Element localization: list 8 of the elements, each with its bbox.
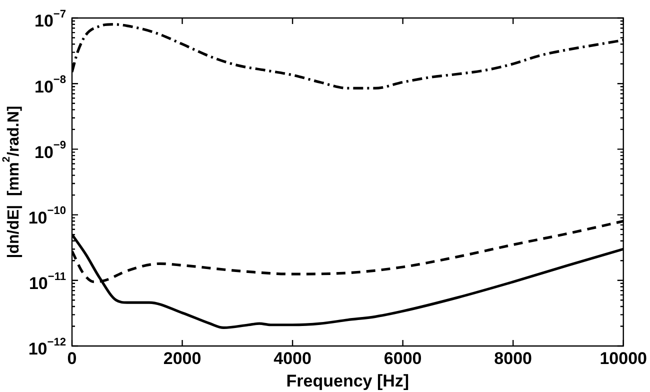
x-tick-label: 6000 — [384, 348, 422, 368]
x-axis-title: Frequency [Hz] — [286, 371, 410, 390]
x-tick-label: 2000 — [163, 348, 202, 368]
y-axis-title: |dn/dE| [mm2/rad.N] — [2, 106, 22, 258]
x-tick-label: 8000 — [494, 348, 532, 368]
x-tick-label: 4000 — [274, 348, 312, 368]
x-tick-label: 10000 — [600, 348, 648, 368]
x-tick-label: 0 — [67, 348, 77, 368]
